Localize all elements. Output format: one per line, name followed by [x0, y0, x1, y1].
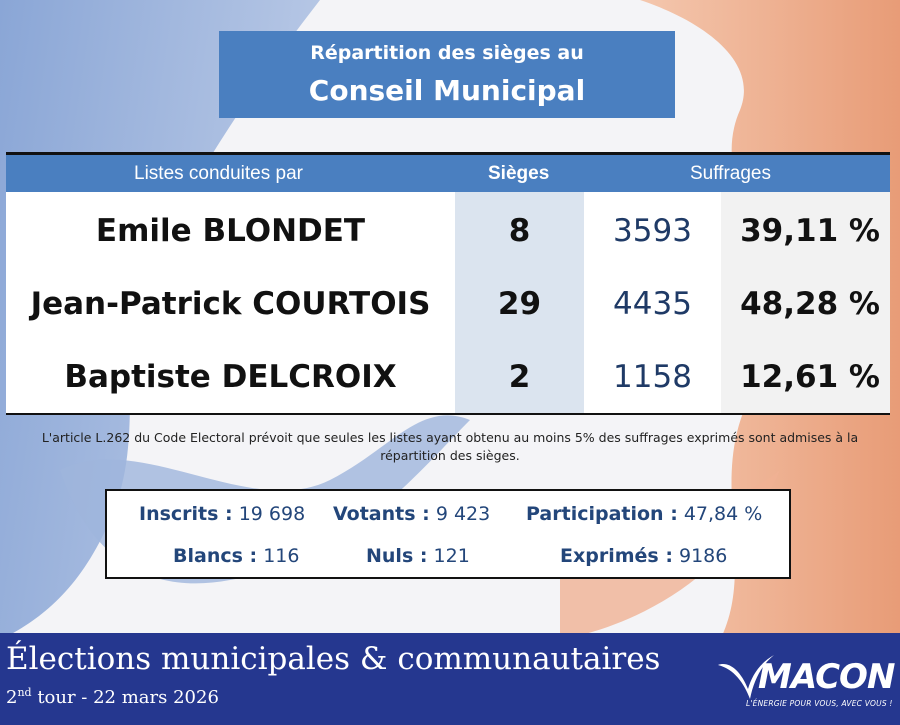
stat-value: 19 698 [238, 503, 306, 525]
footer-title: Élections municipales & communautaires [6, 641, 661, 677]
logo-name: MACON [758, 657, 895, 697]
stat-votants: Votants : 9 423 [333, 503, 490, 525]
seats-value: 2 [508, 359, 531, 395]
stat-participation: Participation : 47,84 % [526, 503, 762, 525]
round-number: 2 [6, 687, 18, 708]
seats-value: 29 [497, 286, 542, 322]
legal-note: L'article L.262 du Code Electoral prévoi… [41, 430, 859, 463]
logo-tagline: L'ÉNERGIE POUR VOUS, AVEC VOUS ! [746, 699, 893, 708]
pct-value: 12,61 % [740, 359, 880, 395]
table-header: Listes conduites par Sièges Suffrages [6, 155, 890, 192]
stat-value: 47,84 % [683, 503, 763, 525]
title-line2: Conseil Municipal [308, 74, 586, 107]
votes-value: 1158 [613, 359, 692, 395]
stat-exprimes: Exprimés : 9186 [560, 545, 727, 567]
list-leader: Emile BLONDET [95, 213, 366, 249]
footer-subtitle: 2nd tour - 22 mars 2026 [6, 686, 219, 708]
header-lists: Listes conduites par [134, 163, 303, 184]
table-row: Jean-Patrick COURTOIS 29 4435 48,28 % [6, 268, 890, 340]
seats-column-bg [455, 192, 584, 413]
round-suffix: nd [17, 686, 32, 699]
stat-label: Votants : [333, 503, 430, 525]
pct-column-bg [721, 192, 890, 413]
stat-inscrits: Inscrits : 19 698 [139, 503, 305, 525]
stat-blancs: Blancs : 116 [173, 545, 299, 567]
table-row: Emile BLONDET 8 3593 39,11 % [6, 195, 890, 267]
logo-swoosh-icon [718, 655, 774, 699]
title-box: Répartition des sièges au Conseil Munici… [219, 31, 675, 118]
pct-value: 48,28 % [740, 286, 880, 322]
list-leader: Baptiste DELCROIX [64, 359, 397, 395]
round-date: tour - 22 mars 2026 [31, 687, 219, 708]
stat-label: Inscrits : [139, 503, 233, 525]
results-table: Listes conduites par Sièges Suffrages Em… [6, 152, 890, 415]
votes-value: 4435 [613, 286, 692, 322]
stat-label: Exprimés : [560, 545, 673, 567]
stat-value: 116 [263, 545, 300, 567]
seats-value: 8 [508, 213, 531, 249]
stat-label: Nuls : [366, 545, 428, 567]
table-row: Baptiste DELCROIX 2 1158 12,61 % [6, 341, 890, 413]
stat-nuls: Nuls : 121 [366, 545, 470, 567]
stat-label: Participation : [526, 503, 678, 525]
stat-value: 121 [433, 545, 470, 567]
stats-box: Inscrits : 19 698 Votants : 9 423 Partic… [105, 489, 791, 579]
header-seats: Sièges [488, 163, 550, 184]
votes-value: 3593 [613, 213, 692, 249]
pct-value: 39,11 % [740, 213, 880, 249]
footer-banner: Élections municipales & communautaires 2… [0, 633, 900, 725]
list-leader: Jean-Patrick COURTOIS [30, 286, 431, 322]
macon-logo: MACON L'ÉNERGIE POUR VOUS, AVEC VOUS ! [716, 643, 896, 713]
header-votes: Suffrages [690, 163, 771, 184]
stat-label: Blancs : [173, 545, 258, 567]
stat-value: 9186 [678, 545, 728, 567]
stat-value: 9 423 [435, 503, 491, 525]
title-line1: Répartition des sièges au [310, 42, 584, 64]
